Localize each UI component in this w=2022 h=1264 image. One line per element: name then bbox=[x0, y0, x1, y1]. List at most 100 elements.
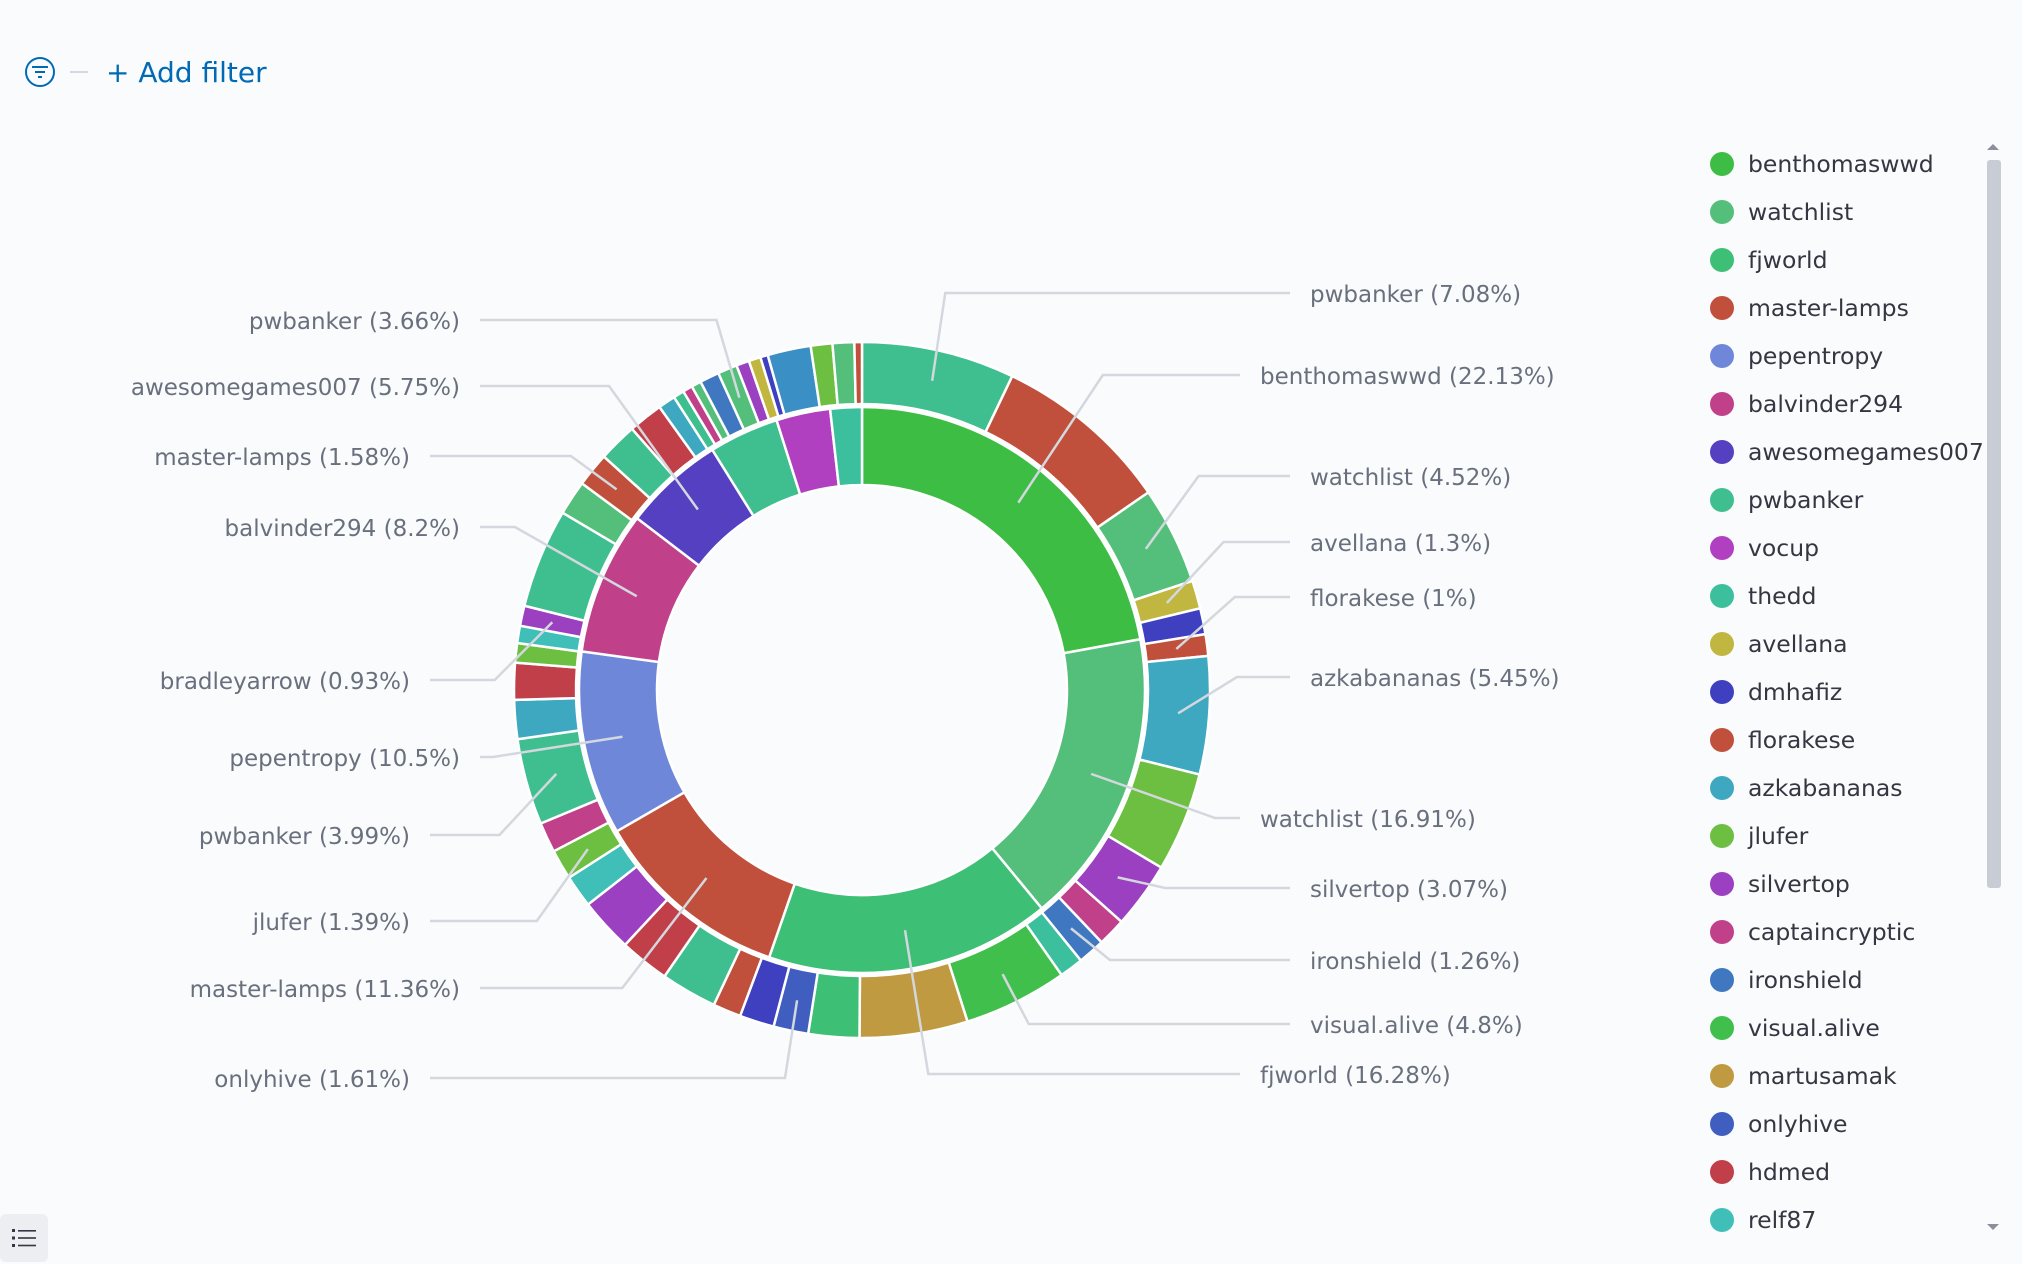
legend-item[interactable]: balvinder294 bbox=[1710, 380, 2000, 428]
legend-swatch bbox=[1710, 296, 1734, 320]
label-leader-line bbox=[430, 454, 618, 491]
label-leader-line bbox=[1001, 973, 1290, 1026]
legend-label: azkabananas bbox=[1748, 774, 1903, 802]
legend-swatch bbox=[1710, 584, 1734, 608]
label-leader-line bbox=[430, 1000, 799, 1080]
legend-item[interactable]: dmhafiz bbox=[1710, 668, 2000, 716]
legend-label: master-lamps bbox=[1748, 294, 1909, 322]
legend-swatch bbox=[1710, 1112, 1734, 1136]
slice-label: fjworld (16.28%) bbox=[1260, 1063, 1451, 1089]
legend-label: awesomegames007 bbox=[1748, 438, 1984, 466]
outer-slice[interactable] bbox=[831, 340, 857, 407]
outer-ring bbox=[512, 340, 1212, 1040]
legend-label: hdmed bbox=[1748, 1158, 1831, 1186]
legend-item[interactable]: awesomegames007 bbox=[1710, 428, 2000, 476]
outer-slice[interactable] bbox=[512, 696, 581, 741]
slice-label: pwbanker (7.08%) bbox=[1310, 282, 1521, 308]
legend-label: relf87 bbox=[1748, 1206, 1817, 1234]
legend-swatch bbox=[1710, 1208, 1734, 1232]
legend-swatch bbox=[1710, 728, 1734, 752]
legend-toggle-button[interactable] bbox=[0, 1214, 48, 1262]
legend-item[interactable]: visual.alive bbox=[1710, 1004, 2000, 1052]
legend-label: ironshield bbox=[1748, 966, 1863, 994]
outer-slice[interactable] bbox=[1137, 654, 1212, 777]
legend-item[interactable]: florakese bbox=[1710, 716, 2000, 764]
legend-swatch bbox=[1710, 200, 1734, 224]
legend-swatch bbox=[1710, 1064, 1734, 1088]
outer-slice[interactable] bbox=[512, 661, 579, 702]
legend-label: captaincryptic bbox=[1748, 918, 1916, 946]
legend-swatch bbox=[1710, 344, 1734, 368]
filter-separator bbox=[70, 71, 88, 73]
legend-item[interactable]: pepentropy bbox=[1710, 332, 2000, 380]
outer-slice[interactable] bbox=[853, 340, 864, 406]
legend-item[interactable]: martusamak bbox=[1710, 1052, 2000, 1100]
inner-slice[interactable] bbox=[860, 405, 1142, 655]
label-leader-line bbox=[480, 735, 623, 759]
label-leader-line bbox=[480, 877, 708, 990]
filter-icon[interactable] bbox=[24, 56, 56, 88]
legend-item[interactable]: silvertop bbox=[1710, 860, 2000, 908]
inner-slice[interactable] bbox=[828, 405, 864, 488]
scroll-down-icon[interactable] bbox=[1987, 1224, 1999, 1230]
slice-label: pwbanker (3.99%) bbox=[199, 824, 410, 850]
legend-label: benthomaswwd bbox=[1748, 150, 1934, 178]
label-leader-line bbox=[430, 773, 558, 837]
legend-scrollbar[interactable] bbox=[1985, 142, 2003, 1232]
legend-item[interactable]: master-lamps bbox=[1710, 284, 2000, 332]
legend-item[interactable]: watchlist bbox=[1710, 188, 2000, 236]
donut-chart: pwbanker (7.08%) benthomaswwd (22.13%) wat… bbox=[131, 282, 1560, 1093]
legend-label: dmhafiz bbox=[1748, 678, 1843, 706]
label-leader-line bbox=[480, 318, 741, 399]
legend-item[interactable]: ironshield bbox=[1710, 956, 2000, 1004]
slice-label: florakese (1%) bbox=[1310, 586, 1477, 612]
slice-labels: pwbanker (7.08%) benthomaswwd (22.13%) wat… bbox=[131, 282, 1560, 1093]
legend-label: balvinder294 bbox=[1748, 390, 1904, 418]
legend-item[interactable]: jlufer bbox=[1710, 812, 2000, 860]
legend: benthomaswwd watchlist fjworld master-lamps… bbox=[1710, 140, 2000, 1240]
legend-label: fjworld bbox=[1748, 246, 1828, 274]
scroll-up-icon[interactable] bbox=[1987, 144, 1999, 150]
slice-label: pwbanker (3.66%) bbox=[249, 309, 460, 335]
legend-label: florakese bbox=[1748, 726, 1856, 754]
label-leader-line bbox=[1017, 373, 1240, 504]
label-leader-line bbox=[930, 291, 1290, 382]
legend-item[interactable]: fjworld bbox=[1710, 236, 2000, 284]
legend-item[interactable]: captaincryptic bbox=[1710, 908, 2000, 956]
slice-label: onlyhive (1.61%) bbox=[214, 1067, 410, 1093]
label-leader-line bbox=[1070, 927, 1290, 962]
label-leader-line bbox=[1090, 772, 1240, 820]
inner-ring bbox=[577, 405, 1147, 975]
legend-label: avellana bbox=[1748, 630, 1848, 658]
label-leader-line bbox=[480, 525, 638, 598]
slice-label: watchlist (16.91%) bbox=[1260, 807, 1476, 833]
legend-item[interactable]: onlyhive bbox=[1710, 1100, 2000, 1148]
legend-item[interactable]: hdmed bbox=[1710, 1148, 2000, 1196]
legend-swatch bbox=[1710, 680, 1734, 704]
label-leader-line bbox=[1165, 540, 1290, 604]
legend-item[interactable]: vocup bbox=[1710, 524, 2000, 572]
legend-item[interactable]: avellana bbox=[1710, 620, 2000, 668]
legend-label: martusamak bbox=[1748, 1062, 1897, 1090]
add-filter-button[interactable]: + Add filter bbox=[106, 55, 267, 89]
legend-swatch bbox=[1710, 1016, 1734, 1040]
legend-swatch bbox=[1710, 1160, 1734, 1184]
legend-item[interactable]: azkabananas bbox=[1710, 764, 2000, 812]
scrollbar-thumb[interactable] bbox=[1987, 160, 2001, 888]
legend-item[interactable]: benthomaswwd bbox=[1710, 140, 2000, 188]
slice-label: awesomegames007 (5.75%) bbox=[131, 375, 460, 401]
legend-swatch bbox=[1710, 872, 1734, 896]
legend-swatch bbox=[1710, 824, 1734, 848]
slice-label: master-lamps (1.58%) bbox=[154, 445, 410, 471]
slice-label: avellana (1.3%) bbox=[1310, 531, 1491, 557]
legend-label: vocup bbox=[1748, 534, 1820, 562]
legend-swatch bbox=[1710, 392, 1734, 416]
slice-label: azkabananas (5.45%) bbox=[1310, 666, 1560, 692]
label-leader-line bbox=[430, 848, 589, 923]
legend-item[interactable]: pwbanker bbox=[1710, 476, 2000, 524]
slice-label: silvertop (3.07%) bbox=[1310, 877, 1508, 903]
legend-item[interactable]: thedd bbox=[1710, 572, 2000, 620]
legend-label: jlufer bbox=[1748, 822, 1809, 850]
label-leaders bbox=[430, 291, 1290, 1080]
legend-item[interactable]: relf87 bbox=[1710, 1196, 2000, 1240]
